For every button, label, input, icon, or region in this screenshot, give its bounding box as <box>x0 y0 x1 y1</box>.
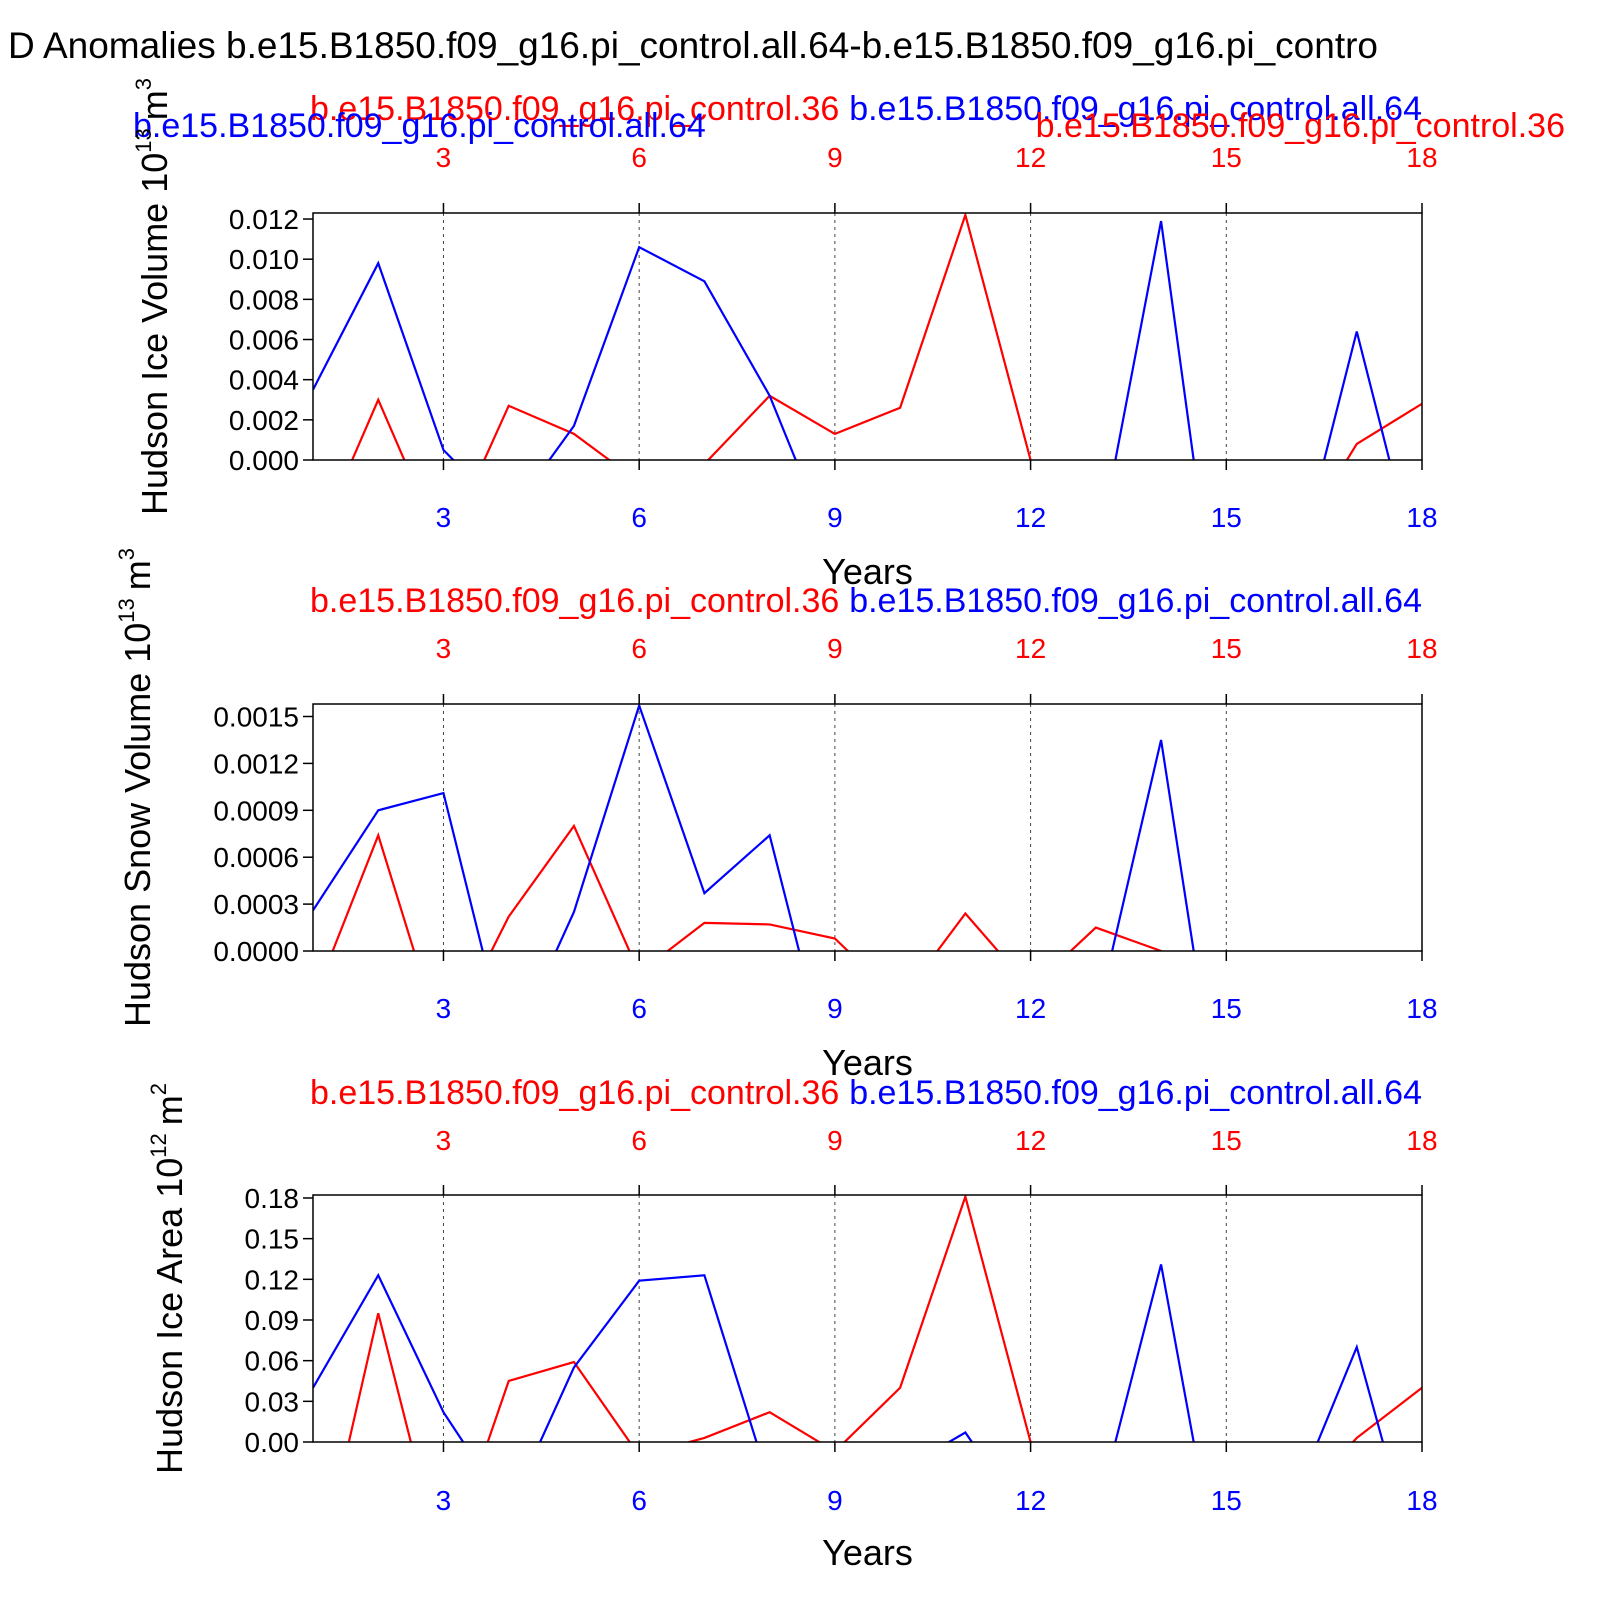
y-tick-label: 0.15 <box>245 1224 300 1255</box>
x-tick-label-top: 15 <box>1211 142 1242 173</box>
y-label-unit-exponent: 3 <box>131 78 156 90</box>
y-tick-label: 0.03 <box>245 1386 300 1417</box>
x-tick-label-top: 12 <box>1015 142 1046 173</box>
y-tick-label: 0.004 <box>229 365 299 396</box>
y-tick-label: 0.012 <box>229 204 299 235</box>
x-tick-label: 15 <box>1211 502 1242 533</box>
series-name: b.e15.B1850.f09_g16.pi_control.36 <box>310 90 839 128</box>
y-label-unit-exponent: 2 <box>146 1083 171 1095</box>
x-tick-label-top: 9 <box>827 142 843 173</box>
series-name: b.e15.B1850.f09_g16.pi_control.all.64 <box>849 1074 1422 1112</box>
x-tick-label: 6 <box>631 502 647 533</box>
y-tick-label: 0.09 <box>245 1305 300 1336</box>
x-tick-label: 12 <box>1015 502 1046 533</box>
y-tick-label: 0.006 <box>229 325 299 356</box>
y-axis-label: Hudson Ice Area 1012 m2 <box>146 1083 190 1474</box>
x-tick-label-top: 18 <box>1406 1125 1437 1156</box>
y-tick-label: 0.06 <box>245 1346 300 1377</box>
series-name: b.e15.B1850.f09_g16.pi_control.all.64 <box>133 107 706 145</box>
y-tick-label: 0.0012 <box>213 748 299 779</box>
x-tick-label: 12 <box>1015 1485 1046 1516</box>
y-tick-label: 0.008 <box>229 284 299 315</box>
y-label-unit-exponent: 3 <box>114 548 139 560</box>
x-tick-label-top: 15 <box>1211 1125 1242 1156</box>
y-tick-label: 0.002 <box>229 405 299 436</box>
plot-frame <box>312 1194 1423 1443</box>
y-axis-label: Hudson Ice Volume 1013 m3 <box>131 78 175 515</box>
y-tick-label: 0.0015 <box>213 702 299 733</box>
y-label-unit: m <box>149 1095 190 1125</box>
y-label-text: Hudson Ice Volume 10 <box>134 153 175 515</box>
y-tick-label: 0.000 <box>229 445 299 476</box>
series-name: b.e15.B1850.f09_g16.pi_control.all.64 <box>849 582 1422 620</box>
panel: 3 3 6 6 9 9 12 12 15 15 18 18 0.000 0.002 0.004 0.006 0.… <box>131 78 1565 592</box>
y-label-unit: m <box>134 90 175 120</box>
y-tick-label: 0.0003 <box>213 889 299 920</box>
x-tick-label: 3 <box>436 502 452 533</box>
x-tick-label-top: 15 <box>1211 633 1242 664</box>
series-line <box>347 1195 1422 1442</box>
x-tick-label: 6 <box>631 1485 647 1516</box>
panel: 3 3 6 6 9 9 12 12 15 15 18 18 0.00 0.03 0.06 0.09 0.12 0.… <box>146 1074 1438 1573</box>
series-name: b.e15.B1850.f09_g16.pi_control.all.64 <box>849 90 1422 128</box>
series-name: b.e15.B1850.f09_g16.pi_control.36 <box>310 1074 839 1112</box>
x-tick-label: 9 <box>827 502 843 533</box>
page-title: D Anomalies b.e15.B1850.f09_g16.pi_contr… <box>8 25 1378 66</box>
x-tick-label-top: 3 <box>436 1125 452 1156</box>
y-label-unit: m <box>117 560 158 590</box>
x-tick-label: 3 <box>436 993 452 1024</box>
x-tick-label: 12 <box>1015 993 1046 1024</box>
series-group <box>313 704 1195 951</box>
x-tick-label-top: 12 <box>1015 633 1046 664</box>
y-tick-label: 0.18 <box>245 1183 300 1214</box>
series-name: b.e15.B1850.f09_g16.pi_control.36 <box>310 582 839 620</box>
y-tick-label: 0.12 <box>245 1264 300 1295</box>
y-label-text: Hudson Snow Volume 10 <box>117 623 158 1027</box>
x-axis-label: Years <box>822 551 913 592</box>
x-tick-label: 3 <box>436 1485 452 1516</box>
series-line <box>350 213 1422 460</box>
x-tick-label: 15 <box>1211 1485 1242 1516</box>
x-tick-label-top: 6 <box>631 142 647 173</box>
plot-frame <box>312 212 1423 461</box>
y-tick-label: 0.0009 <box>213 795 299 826</box>
x-tick-label-top: 9 <box>827 633 843 664</box>
x-tick-label: 9 <box>827 1485 843 1516</box>
x-tick-label: 18 <box>1406 1485 1437 1516</box>
y-label-exponent: 12 <box>146 1133 171 1157</box>
x-axis-label: Years <box>822 1042 913 1083</box>
y-label-text: Hudson Ice Area 10 <box>149 1158 190 1474</box>
x-tick-label-top: 18 <box>1406 142 1437 173</box>
panel: 3 3 6 6 9 9 12 12 15 15 18 18 0.0000 0.0003 0.0006 0.00… <box>114 548 1438 1083</box>
x-tick-label-top: 9 <box>827 1125 843 1156</box>
x-tick-label: 15 <box>1211 993 1242 1024</box>
x-tick-label: 6 <box>631 993 647 1024</box>
y-tick-label: 0.0006 <box>213 842 299 873</box>
x-axis-label: Years <box>822 1532 913 1573</box>
y-tick-label: 0.0000 <box>213 936 299 967</box>
x-tick-label-top: 3 <box>436 633 452 664</box>
y-label-exponent: 13 <box>131 128 156 152</box>
series-group <box>313 213 1422 460</box>
plot-frame <box>312 703 1423 952</box>
series-line <box>331 823 1163 951</box>
y-label-exponent: 13 <box>114 598 139 622</box>
y-tick-label: 0.010 <box>229 244 299 275</box>
x-tick-label-top: 12 <box>1015 1125 1046 1156</box>
series-group <box>313 1195 1422 1442</box>
x-tick-label: 9 <box>827 993 843 1024</box>
x-tick-label-top: 3 <box>436 142 452 173</box>
x-tick-label-top: 18 <box>1406 633 1437 664</box>
y-tick-label: 0.00 <box>245 1427 300 1458</box>
x-tick-label: 18 <box>1406 502 1437 533</box>
x-tick-label-top: 6 <box>631 633 647 664</box>
series-name: b.e15.B1850.f09_g16.pi_control.36 <box>1036 107 1565 145</box>
x-tick-label: 18 <box>1406 993 1437 1024</box>
x-tick-label-top: 6 <box>631 1125 647 1156</box>
y-axis-label: Hudson Snow Volume 1013 m3 <box>114 548 158 1027</box>
